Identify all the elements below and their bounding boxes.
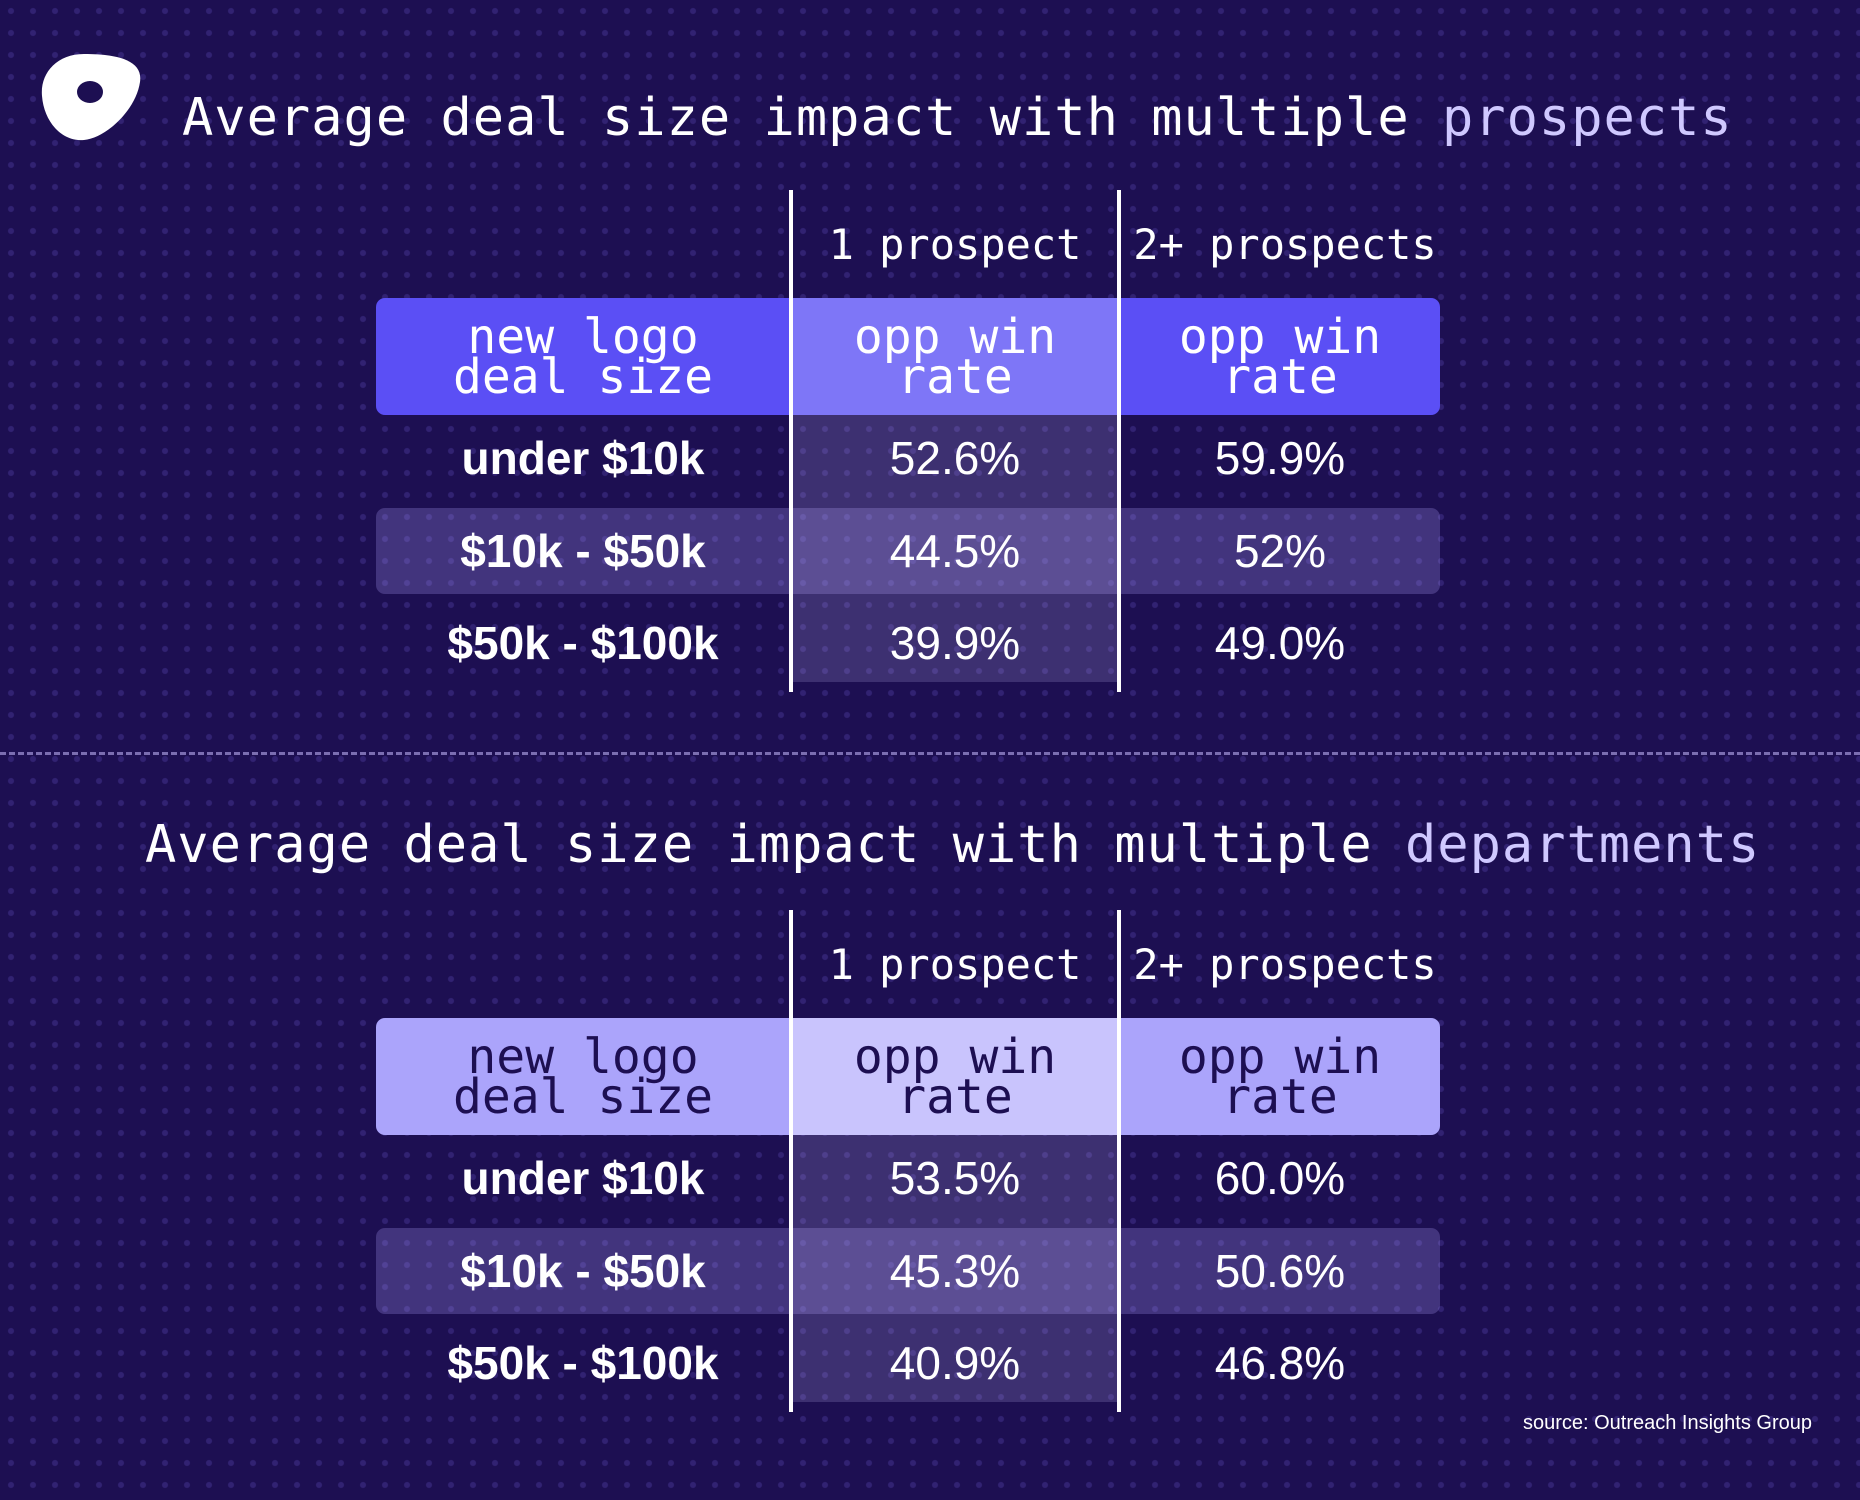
- column-group-label: 2+ prospects: [1133, 220, 1437, 269]
- data-cell: 50.6%: [1214, 1245, 1346, 1297]
- header-cell: opp win rate: [1178, 1028, 1382, 1125]
- row-label: $50k - $100k: [447, 1337, 719, 1389]
- column-divider: [1117, 910, 1121, 1412]
- header-cell: new logo deal size: [452, 308, 714, 405]
- column-divider: [789, 190, 793, 692]
- bottom-title-main: Average deal size impact with multiple: [145, 815, 1405, 875]
- header-cell: opp win rate: [1178, 308, 1382, 405]
- column-group-label: 1 prospect: [828, 220, 1082, 269]
- data-cell: 44.5%: [889, 525, 1021, 577]
- bottom-title-highlight: departments: [1404, 815, 1761, 875]
- top-title-highlight: prospects: [1441, 88, 1733, 148]
- row-band: [376, 508, 1440, 594]
- header-cell: new logo deal size: [452, 1028, 714, 1125]
- header-cell-col1-bg: [792, 1018, 1118, 1135]
- outreach-logo-icon: [41, 54, 141, 141]
- top-title: Average deal size impact with multiple p…: [182, 88, 1733, 148]
- data-cell: 39.9%: [889, 617, 1021, 669]
- column-divider: [1117, 190, 1121, 692]
- data-cell: 52%: [1233, 525, 1327, 577]
- column-highlight: [792, 1135, 1118, 1402]
- row-label: $10k - $50k: [460, 525, 706, 577]
- data-cell: 52.6%: [889, 432, 1021, 484]
- table-prospects: 1 prospect 2+ prospects new logo deal si…: [0, 190, 1860, 750]
- source-note: source: Outreach Insights Group: [1522, 1412, 1812, 1434]
- column-group-label: 1 prospect: [828, 940, 1082, 989]
- data-cell: 45.3%: [889, 1245, 1021, 1297]
- row-label: under $10k: [461, 1152, 705, 1204]
- data-cell: 60.0%: [1214, 1152, 1346, 1204]
- header-cell: opp win rate: [853, 1028, 1057, 1125]
- table-departments: 1 prospect 2+ prospects new logo deal si…: [0, 910, 1860, 1470]
- row-label: $50k - $100k: [447, 617, 719, 669]
- data-cell: 49.0%: [1214, 617, 1346, 669]
- top-title-main: Average deal size impact with multiple: [182, 88, 1442, 148]
- data-cell: 59.9%: [1214, 432, 1346, 484]
- data-cell: 53.5%: [889, 1152, 1021, 1204]
- data-cell: 46.8%: [1214, 1337, 1346, 1389]
- header-cell-col1-bg: [792, 298, 1118, 415]
- row-label: under $10k: [461, 432, 705, 484]
- bottom-title: Average deal size impact with multiple d…: [145, 815, 1760, 875]
- column-group-label: 2+ prospects: [1133, 940, 1437, 989]
- data-cell: 40.9%: [889, 1337, 1021, 1389]
- header-cell: opp win rate: [853, 308, 1057, 405]
- section-divider: [0, 752, 1860, 755]
- column-divider: [789, 910, 793, 1412]
- column-highlight: [792, 415, 1118, 682]
- row-band: [376, 1228, 1440, 1314]
- row-label: $10k - $50k: [460, 1245, 706, 1297]
